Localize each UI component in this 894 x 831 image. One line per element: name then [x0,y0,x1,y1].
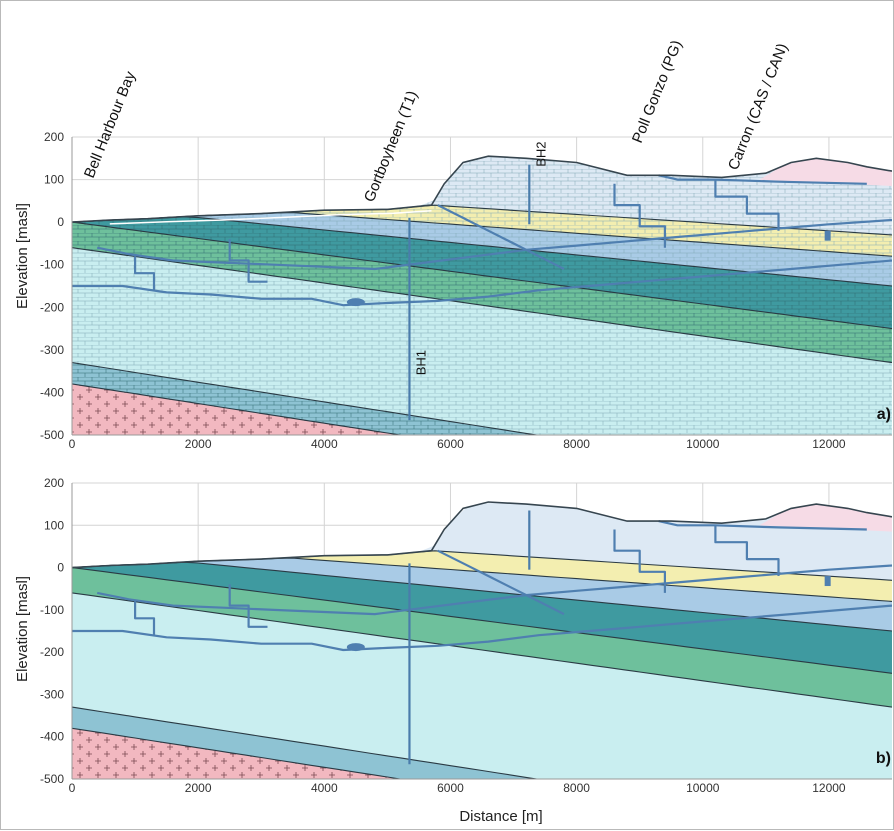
stratum-boundary [72,567,892,674]
panel-a: BH1 BH2 200 100 0 -100 -200 -300 -400 -500 0 2000 40… [40,130,892,451]
y-tick-label: -300 [40,687,64,701]
shaft-conduit [228,584,268,628]
x-tick-label: 6000 [437,437,464,451]
y-axis-label-bottom: Elevation [masl] [14,576,31,682]
site-label: Bell Harbour Bay [81,69,139,181]
deep-limestone [72,592,892,779]
x-tick-label: 6000 [437,781,464,795]
descending-conduit [437,549,565,616]
strata [72,501,892,779]
shallow-conduit [658,174,867,185]
green-unit [72,567,892,708]
shaft-conduit [134,256,156,291]
borehole-label-bh2: BH2 [533,142,548,167]
descending-conduit [714,179,780,231]
yellow-unit [72,550,892,602]
x-tick-label: 4000 [311,437,338,451]
shaft-conduit [134,601,156,636]
cave-conduits [72,174,892,307]
shaft-conduit [228,239,268,283]
y-tick-label: 100 [44,518,64,532]
y-axis-label-top: Elevation [masl] [14,203,31,309]
y-tick-label: -200 [40,645,64,659]
descending-conduit [613,183,666,248]
x-tick-label: 8000 [563,781,590,795]
y-tick-label: -100 [40,603,64,617]
x-tick-label: 12000 [812,437,846,451]
panel-label-a: a) [877,406,891,423]
granite-basement-hatch [72,383,401,435]
y-tick-label: 100 [44,173,64,187]
x-tick-label: 2000 [185,781,212,795]
x-tick-label: 8000 [563,437,590,451]
panel-b: 200 100 0 -100 -200 -300 -400 -500 0 2000 4000 6000… [40,476,892,795]
descending-conduit [613,529,666,593]
y-tick-label: -400 [40,730,64,744]
teal-unit [72,562,892,674]
cave-chamber [346,298,365,307]
y-tick-label: 0 [57,561,64,575]
y-tick-label: 200 [44,476,64,490]
stratum-boundary [72,727,404,779]
main-conduit [72,259,892,307]
spring-marker [824,230,831,241]
main-conduit [72,604,892,652]
y-tick-label: -200 [40,300,64,314]
teal-unit-hatch [72,216,892,329]
x-tick-label: 10000 [686,437,720,451]
granite-basement-hatch [72,728,401,779]
site-label: Carron (CAS / CAN) [725,41,791,173]
site-label: Poll Gonzo (PG) [629,38,686,146]
topographic-surface [72,501,892,569]
x-tick-label: 0 [69,437,76,451]
borehole-label-bh1: BH1 [413,350,428,375]
x-tick-label: 4000 [311,781,338,795]
yellow-unit-hatch [72,205,892,257]
panel-label-b: b) [876,750,891,767]
y-tick-label: 0 [57,215,64,229]
cave-chamber [346,643,365,652]
stratum-boundary [72,706,541,779]
upper-conduit [96,218,892,271]
descending-conduit [437,204,565,270]
y-tick-label: -500 [40,772,64,786]
upper-conduit [96,564,892,616]
x-axis-label: Distance [m] [459,808,542,825]
topographic-surface [72,155,892,223]
stratum-boundary [72,362,541,435]
y-tick-label: -400 [40,385,64,399]
stratum-boundary [72,383,404,435]
deep-limestone-hatch [72,247,892,435]
site-label: Gortboyheen (T1) [361,88,421,204]
stratum-boundary [72,592,892,708]
y-tick-label: 200 [44,130,64,144]
green-unit-hatch [72,222,892,363]
shallow-conduit [658,520,867,531]
x-tick-label: 2000 [185,437,212,451]
cave-conduits [72,520,892,652]
descending-conduit [714,525,780,576]
spring-marker [824,576,831,587]
stratum-boundary [72,221,892,330]
x-tick-label: 0 [69,781,76,795]
x-tick-label: 10000 [686,781,720,795]
y-tick-label: -100 [40,258,64,272]
y-tick-label: -300 [40,343,64,357]
y-tick-label: -500 [40,428,64,442]
stratum-boundary [72,247,892,364]
x-tick-label: 12000 [812,781,846,795]
strata [72,155,892,435]
water-table-line [109,209,432,225]
